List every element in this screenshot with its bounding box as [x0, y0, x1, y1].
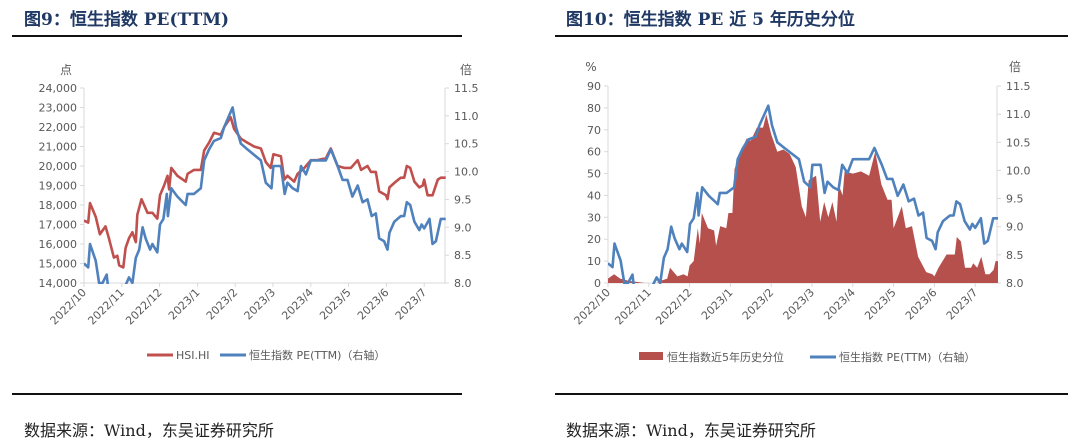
x-tick-label: 2023/3 — [781, 286, 818, 323]
right-tick-label: 11.0 — [454, 110, 479, 123]
x-tick-label: 2023/2 — [740, 286, 777, 323]
x-tick-label: 2023/7 — [944, 286, 981, 323]
legend-label: 恒生指数 PE(TTM)（右轴） — [249, 348, 385, 362]
x-tick-label: 2022/12 — [123, 286, 165, 328]
x-tick-label: 2023/1 — [166, 286, 203, 323]
left-tick-label: 0 — [594, 277, 601, 290]
right-tick-label: 8.5 — [1006, 249, 1024, 262]
left-axis-unit: % — [585, 60, 596, 74]
left-chart: 14,000 15,000 16,000 17,000 18,000 19,000 20,0… — [39, 62, 479, 362]
left-tick-label: 14,000 — [39, 277, 78, 290]
legend-label: 恒生指数近5年历史分位 — [667, 350, 784, 364]
right-tick-label: 10.0 — [1006, 164, 1031, 177]
left-tick-label: 80 — [587, 102, 601, 115]
right-tick-label: 8.0 — [454, 277, 472, 290]
left-axis-unit: 点 — [60, 63, 72, 77]
right-tick-label: 10.5 — [454, 138, 479, 151]
left-tick-label: 90 — [587, 80, 601, 93]
right-tick-label: 11.0 — [1006, 108, 1031, 121]
left-tick-label: 50 — [587, 168, 601, 181]
left-tick-label: 22,000 — [39, 121, 78, 134]
left-tick-label: 20 — [587, 233, 601, 246]
left-tick-label: 70 — [587, 124, 601, 137]
left-tick-label: 18,000 — [39, 199, 78, 212]
left-tick-label: 30 — [587, 211, 601, 224]
x-tick-label: 2023/1 — [699, 286, 736, 323]
x-tick-label: 2022/10 — [572, 286, 614, 328]
left-tick-label: 16,000 — [39, 238, 78, 251]
left-tick-label: 24,000 — [39, 82, 78, 95]
left-tick-label: 17,000 — [39, 219, 78, 232]
hsi-line — [84, 116, 446, 269]
right-axis-unit: 倍 — [1009, 59, 1021, 74]
right-axis-unit: 倍 — [460, 62, 472, 77]
x-tick-label: 2023/7 — [393, 286, 430, 323]
right-bottom-rule — [555, 393, 1068, 395]
left-tick-label: 23,000 — [39, 102, 78, 115]
right-figure-title: 图10：恒生指数 PE 近 5 年历史分位 — [566, 10, 855, 30]
right-source-note: 数据来源：Wind，东吴证券研究所 — [566, 421, 816, 440]
right-tick-label: 9.5 — [454, 193, 472, 206]
percentile-area — [608, 114, 998, 283]
left-tick-label: 15,000 — [39, 258, 78, 271]
right-tick-label: 8.5 — [454, 249, 472, 262]
left-bottom-rule — [12, 393, 462, 395]
x-tick-label: 2023/4 — [821, 286, 858, 323]
x-tick-label: 2022/11 — [85, 286, 127, 328]
right-tick-label: 9.0 — [454, 221, 472, 234]
pe-line — [84, 106, 446, 284]
x-tick-label: 2023/6 — [355, 286, 392, 323]
right-chart: 0 10 20 30 40 50 60 70 80 90 8.0 8.5 9.0 9.5 10.0 10.5 1… — [572, 59, 1031, 364]
left-tick-label: 10 — [587, 255, 601, 268]
right-tick-label: 8.0 — [1006, 277, 1024, 290]
legend-label: 恒生指数 PE(TTM)（右轴） — [839, 350, 975, 364]
left-tick-label: 40 — [587, 189, 601, 202]
left-source-note: 数据来源：Wind，东吴证券研究所 — [24, 421, 274, 440]
x-tick-label: 2022/12 — [653, 286, 695, 328]
right-tick-label: 9.0 — [1006, 221, 1024, 234]
x-tick-label: 2022/10 — [48, 286, 90, 328]
left-figure-title: 图9：恒生指数 PE(TTM) — [24, 10, 230, 30]
legend-swatch-area — [639, 352, 663, 360]
x-tick-label: 2023/2 — [204, 286, 241, 323]
x-tick-label: 2023/4 — [279, 286, 316, 323]
left-tick-label: 20,000 — [39, 160, 78, 173]
x-tick-label: 2022/11 — [612, 286, 654, 328]
left-tick-label: 60 — [587, 146, 601, 159]
right-tick-label: 9.5 — [1006, 193, 1024, 206]
pe-line — [608, 104, 998, 284]
right-tick-label: 11.5 — [454, 82, 479, 95]
legend-label: HSI.HI — [176, 349, 210, 362]
right-title-rule — [555, 35, 1068, 37]
left-tick-label: 21,000 — [39, 141, 78, 154]
x-tick-label: 2023/5 — [317, 286, 354, 323]
x-tick-label: 2023/5 — [862, 286, 899, 323]
right-tick-label: 10.5 — [1006, 136, 1031, 149]
left-tick-label: 19,000 — [39, 180, 78, 193]
x-tick-label: 2023/3 — [242, 286, 279, 323]
right-tick-label: 10.0 — [454, 166, 479, 179]
right-tick-label: 11.5 — [1006, 80, 1031, 93]
left-title-rule — [12, 35, 462, 37]
x-tick-label: 2023/6 — [903, 286, 940, 323]
